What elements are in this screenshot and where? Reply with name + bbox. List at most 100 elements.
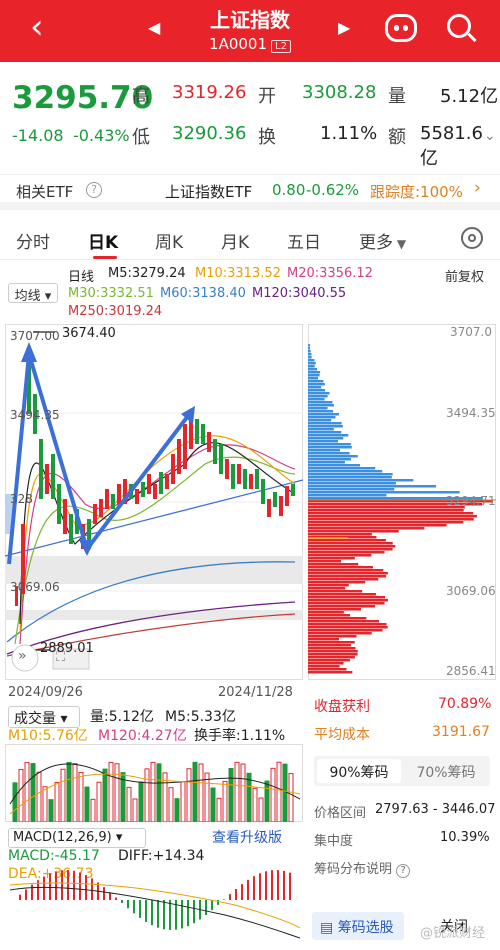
- macd-bar: [127, 900, 129, 909]
- chip-bar: [308, 368, 318, 371]
- volume-bar: [150, 761, 156, 822]
- avg-cost-value: 3191.67: [432, 724, 490, 740]
- chip-bar: [308, 452, 350, 455]
- ma10-value: M10:3313.52: [195, 266, 281, 281]
- tab-monthly[interactable]: 月K: [221, 233, 250, 253]
- page-title: 上证指数: [210, 8, 290, 32]
- chip-bar: [308, 587, 346, 590]
- tab-intraday[interactable]: 分时: [16, 233, 50, 253]
- macd-bar: [67, 870, 69, 900]
- price-change: -14.08: [12, 126, 64, 145]
- kline-chart[interactable]: [5, 324, 303, 680]
- chip-bar: [308, 395, 328, 398]
- volume-bar: [276, 761, 282, 822]
- zoom-out-icon[interactable]: »: [18, 648, 27, 664]
- chip-select-button[interactable]: ▤ 筹码选股: [312, 912, 404, 940]
- chip-bar: [308, 602, 385, 605]
- current-price: 3295.70: [12, 80, 154, 116]
- amount-label: 额: [388, 127, 406, 148]
- volume-bar: [240, 763, 246, 822]
- macd-bar: [181, 900, 183, 929]
- macd-bar: [211, 900, 213, 911]
- ma-toggle-button[interactable]: 均线 ▾: [8, 283, 58, 304]
- chip-bar: [308, 491, 460, 494]
- chip-help-link[interactable]: 筹码分布说明 ?: [314, 858, 411, 878]
- watermark: @锐派财经: [420, 926, 486, 941]
- date-start: 2024/09/26: [8, 685, 83, 700]
- chip-bar: [308, 356, 312, 359]
- chip-bar: [308, 644, 351, 647]
- volume-bar: [234, 761, 240, 822]
- trend-annotation: [7, 342, 195, 565]
- volume-bar: [198, 763, 204, 822]
- chip-bar: [308, 413, 339, 416]
- macd-indicator-select[interactable]: MACD(12,26,9) ▾: [8, 828, 146, 848]
- tab-five-day[interactable]: 五日: [287, 233, 321, 253]
- chip-bar: [308, 431, 342, 434]
- macd-bar: [79, 872, 81, 900]
- tab-weekly[interactable]: 周K: [155, 233, 184, 253]
- etf-pct: -0.62%: [306, 181, 360, 199]
- chip-bar: [308, 605, 376, 608]
- tab-daily[interactable]: 日K: [88, 233, 119, 253]
- adjust-mode[interactable]: 前复权: [445, 270, 485, 285]
- chip-bar: [308, 443, 351, 446]
- next-stock-icon[interactable]: ▶: [338, 18, 351, 37]
- high-value: 3319.26: [172, 82, 247, 103]
- chip-bar: [308, 638, 339, 641]
- chip-bar: [308, 488, 395, 491]
- settings-icon[interactable]: [461, 227, 483, 249]
- expand-chart-icon[interactable]: ⛶: [56, 650, 66, 665]
- chip-bar: [308, 455, 358, 458]
- search-icon[interactable]: [447, 14, 477, 43]
- volume-bar: [108, 761, 114, 822]
- chip-bar: [308, 506, 465, 509]
- ma5-value: M5:3279.24: [108, 266, 186, 281]
- open-label: 开: [258, 86, 276, 107]
- macd-bar: [169, 900, 171, 930]
- upgrade-link[interactable]: 查看升级版: [212, 830, 282, 846]
- volume-bar: [246, 772, 252, 822]
- chip-bar: [308, 482, 396, 485]
- macd-bar: [85, 875, 87, 900]
- close-button[interactable]: 关闭: [440, 919, 468, 935]
- tab-chip-90[interactable]: 90%筹码: [317, 759, 401, 783]
- open-value: 3308.28: [302, 82, 377, 103]
- chip-y2: 3494.35: [446, 406, 496, 420]
- kline-trough-label: 2889.01: [40, 641, 94, 656]
- chip-bar: [308, 371, 321, 374]
- volume-turnover: 换手率:1.11%: [194, 728, 286, 744]
- chip-bar: [308, 599, 388, 602]
- chip-bar: [308, 629, 383, 632]
- chip-bar: [308, 380, 324, 383]
- chip-bar: [308, 416, 336, 419]
- chip-bar: [308, 494, 387, 497]
- volume-bar: [204, 772, 210, 822]
- chip-bar: [308, 440, 338, 443]
- macd-bar: [205, 900, 207, 915]
- volume-m120: M120:4.27亿: [98, 728, 187, 744]
- volume-bar: [186, 768, 192, 822]
- diff-value: DIFF:+14.34: [118, 848, 205, 864]
- back-icon[interactable]: ‹: [30, 7, 44, 47]
- prev-stock-icon[interactable]: ◀: [148, 18, 161, 37]
- tab-more[interactable]: 更多 ▼: [359, 233, 407, 253]
- volume-bar: [210, 787, 216, 822]
- chip-bar: [308, 422, 342, 425]
- chip-bar: [308, 656, 355, 659]
- expand-icon[interactable]: ⌄: [484, 128, 496, 144]
- volume-indicator-select[interactable]: 成交量 ▾: [8, 706, 80, 728]
- chip-bar: [308, 590, 363, 593]
- volume-bar: [138, 781, 144, 822]
- chip-bar: [308, 572, 388, 575]
- tab-chip-70[interactable]: 70%筹码: [416, 765, 476, 781]
- related-etf-bar[interactable]: 相关ETF ? 上证指数ETF 0.80 -0.62% 跟踪度:100% ›: [0, 174, 500, 210]
- robot-assistant-icon[interactable]: [385, 14, 417, 42]
- chip-distribution-chart[interactable]: [308, 324, 496, 680]
- price-change-pct: -0.43%: [73, 126, 130, 145]
- help-icon[interactable]: ?: [86, 182, 102, 198]
- volume-bar: [42, 786, 48, 822]
- macd-bar: [223, 899, 225, 900]
- chip-y5: 2856.41: [446, 664, 496, 678]
- volume-bar: [120, 772, 126, 822]
